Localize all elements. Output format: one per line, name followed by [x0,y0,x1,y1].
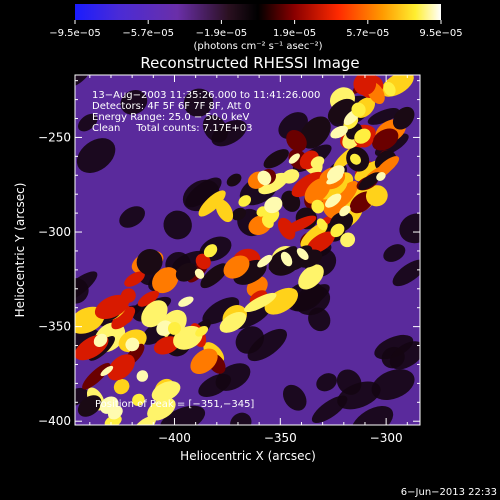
annotation-clean-counts: Clean Total counts: 7.17E+03 [92,123,252,134]
colorbar-tick-label: 5.7e−05 [346,28,389,39]
colorbar-ticks: −9.5e−05 −5.7e−05 −1.9e−05 1.9e−05 5.7e−05 9.… [49,20,463,39]
y-axis-label: Heliocentric Y (arcsec) [13,183,27,318]
y-tick-label: −300 [38,225,71,239]
annotation-energy-range: Energy Range: 25.0 − 50.0 keV [92,112,249,123]
chart-title: Reconstructed RHESSI Image [140,54,359,72]
x-tick-label: −300 [370,431,403,445]
annotation-peak-position: Position of Peak = [−351,−345] [95,399,254,410]
x-axis-label: Heliocentric X (arcsec) [180,449,316,463]
y-tick-label: −250 [38,130,71,144]
colorbar-tick-label: −5.7e−05 [122,28,174,39]
colorbar-tick-label: −9.5e−05 [49,28,101,39]
axis-ticks: −400 −350 −300 −400 −350 −300 −250 [38,75,420,445]
x-tick-label: −400 [158,431,191,445]
plot-frame [74,74,421,426]
y-tick-label: −400 [38,414,71,428]
x-tick-label: −350 [264,431,297,445]
heatmap-image [75,75,420,425]
colorbar-tick-label: 9.5e−05 [419,28,462,39]
colorbar-gradient [75,4,441,20]
annotation-time-range: 13−Aug−2003 11:35:26.000 to 11:41:26.000 [92,90,320,101]
colorbar-tick-label: −1.9e−05 [196,28,248,39]
colorbar-tick-label: 1.9e−05 [273,28,316,39]
colorbar: −9.5e−05 −5.7e−05 −1.9e−05 1.9e−05 5.7e−05 9.… [49,4,463,52]
annotations: 13−Aug−2003 11:35:26.000 to 11:41:26.000… [92,90,320,410]
y-tick-label: −350 [38,320,71,334]
annotation-detectors: Detectors: 4F 5F 6F 7F 8F, Att 0 [92,101,251,112]
colorbar-unit-label: (photons cm⁻² s⁻¹ asec⁻²) [193,41,322,52]
generation-timestamp: 6−Jun−2013 22:33 [401,487,497,498]
